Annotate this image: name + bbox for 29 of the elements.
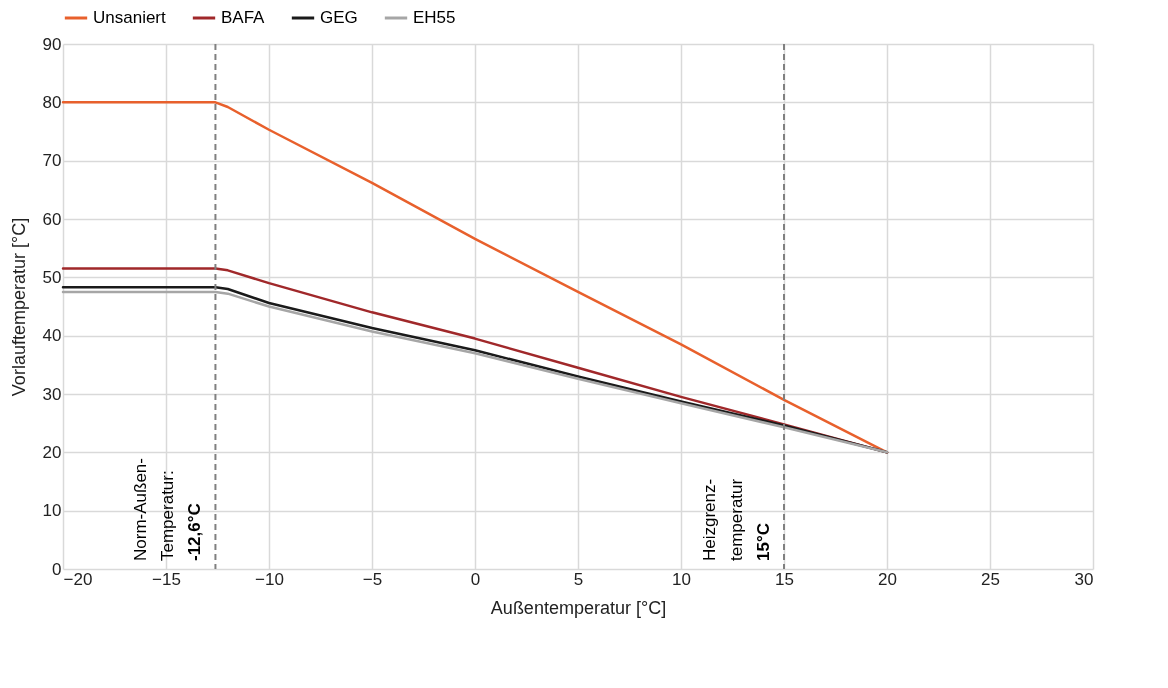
x-tick-label: 15 — [775, 569, 794, 589]
legend-label: Unsaniert — [93, 8, 167, 27]
ref-line-label: Heizgrenz- temperatur 15°C — [700, 478, 773, 561]
legend-label: GEG — [320, 8, 358, 27]
x-tick-label: 30 — [1074, 569, 1094, 589]
y-tick-label: 10 — [42, 501, 62, 521]
x-tick-label: 0 — [470, 569, 481, 589]
y-tick-label: 60 — [42, 209, 62, 229]
line-series — [61, 101, 889, 454]
x-axis-title: Außentemperatur [°C] — [490, 597, 667, 618]
y-tick-label: 40 — [42, 326, 62, 346]
legend-label: BAFA — [221, 8, 266, 27]
x-tick-label: −10 — [255, 569, 284, 589]
y-tick-label: 90 — [42, 34, 62, 54]
y-tick-label: 80 — [42, 92, 62, 112]
y-tick-label: 50 — [42, 267, 62, 287]
ref-line-label: Norm-Außen- Temperatur: -12,6°C — [131, 458, 205, 561]
x-tick-label: 20 — [878, 569, 897, 589]
x-tick-label: −20 — [63, 569, 93, 589]
x-tick-label: −5 — [362, 569, 383, 589]
y-axis-title: Vorlauftemperatur [°C] — [8, 217, 29, 397]
y-tick-label: 70 — [42, 151, 62, 171]
x-tick-label: 25 — [981, 569, 1000, 589]
x-tick-label: 10 — [672, 569, 691, 589]
x-tick-label: 5 — [573, 569, 584, 589]
y-tick-label: 30 — [42, 384, 62, 404]
y-tick-label: 20 — [42, 442, 62, 462]
x-tick-label: −15 — [152, 569, 181, 589]
legend-label: EH55 — [413, 8, 456, 27]
